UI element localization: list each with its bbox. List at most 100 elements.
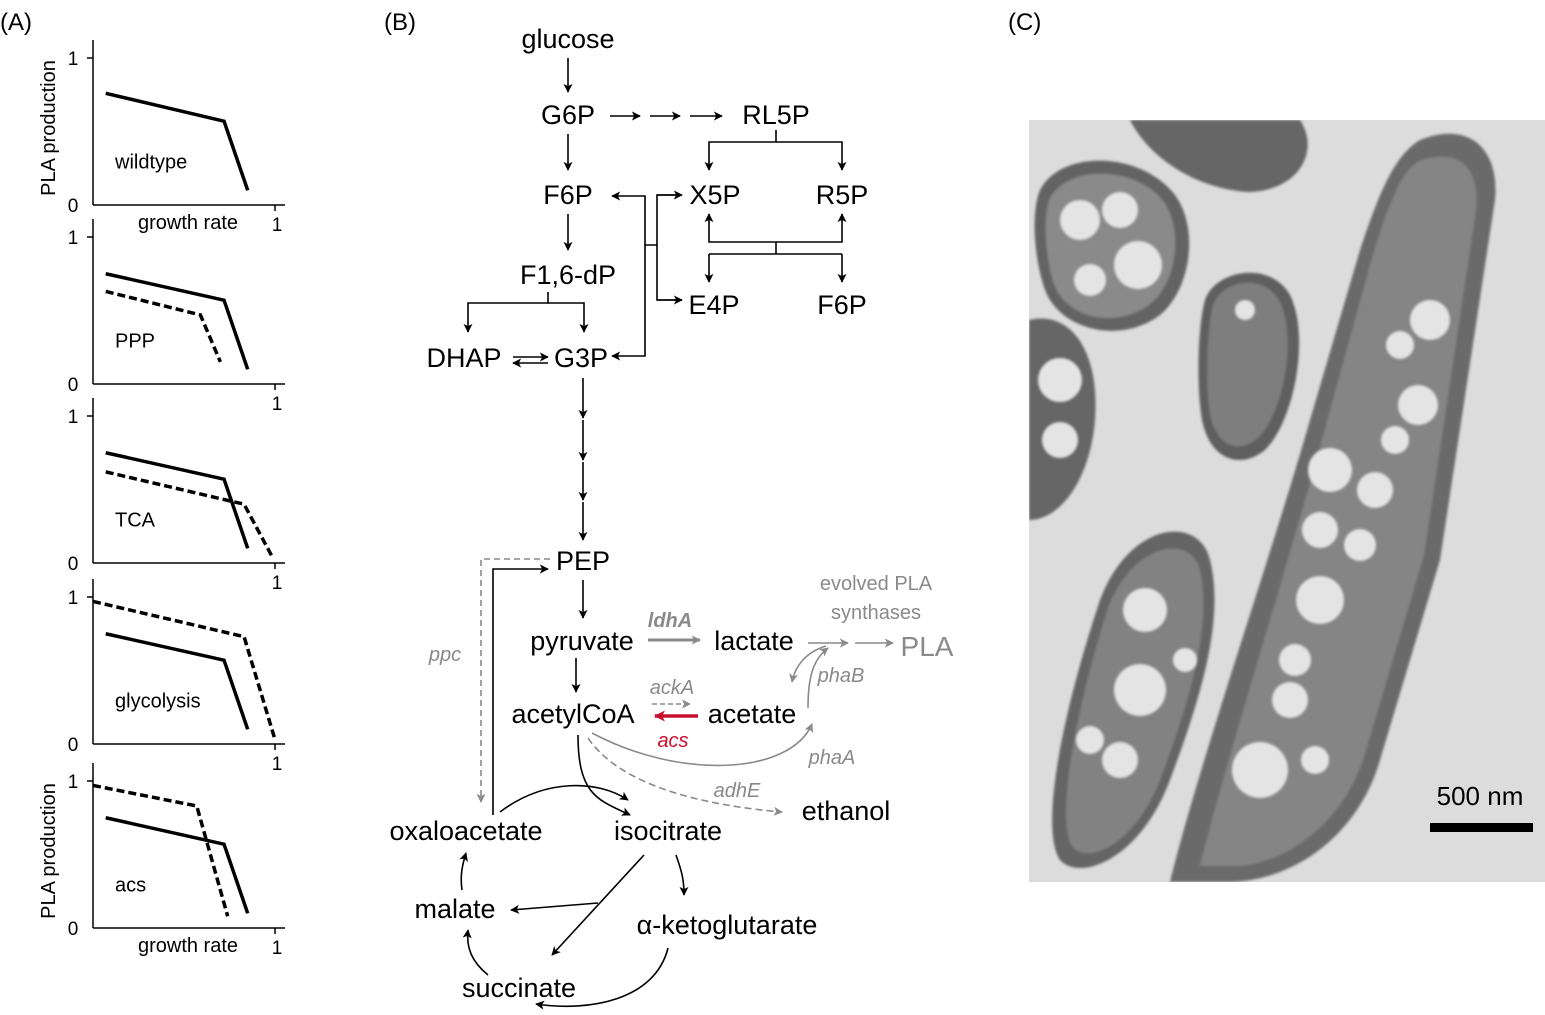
node-e4p: E4P [688,290,739,320]
evolved-pla-label-line1: evolved PLA [820,573,933,595]
arrow-acetate-phab [807,647,829,709]
node-succinate: succinate [462,973,576,1003]
scale-bar-label: 500 nm [1437,781,1524,811]
panel-b-label: (B) [384,9,416,36]
evolved-pla-label-line2: synthases [831,602,921,624]
node-r5p: R5P [816,180,869,210]
bacterial-cell-middle-inner [1207,282,1288,447]
panel-a-label: (A) [0,9,32,36]
gene-phab: phaB [817,665,865,687]
node-alpha-ketoglutarate: α-ketoglutarate [637,910,818,940]
arrow-akg-succinate [535,947,669,1010]
panel-c-label: (C) [1008,9,1041,36]
node-acetylcoa: acetylCoA [511,699,634,729]
node-f6p: F6P [543,180,593,210]
x-axis-label: growth rate [138,212,238,234]
y-tick-label: 1 [68,407,79,428]
x-tick-label: 1 [272,215,283,236]
node-g3p: G3P [554,343,608,373]
arrow-phaa [591,723,813,767]
y-tick-label: 1 [68,772,79,793]
node-f16dp: F1,6-dP [520,260,616,290]
y-tick-label: 0 [68,196,79,217]
x-tick-label: 1 [272,394,283,415]
y-axis-label: PLA production [38,60,60,196]
arrow-ppp-to-g3p [611,245,646,361]
arrow-isocitrate-malate [510,902,599,914]
x-tick-label: 1 [272,573,283,594]
arrow-ppc [476,558,550,803]
arrow-rl5p-r5p [776,141,847,171]
transketolase-bracket [656,194,682,301]
arrow-oaa-isocitrate [499,784,629,813]
node-lactate: lactate [714,626,794,656]
node-pep: PEP [556,546,610,576]
y-tick-label: 1 [68,588,79,609]
y-tick-label: 1 [68,49,79,70]
inclusion-granules [1038,192,1450,798]
series-solid-line [105,272,250,370]
tem-micrograph: 500 nm [1029,120,1545,882]
x-tick-label: 1 [272,938,283,959]
node-g6p: G6P [541,100,595,130]
node-acetate: acetate [708,699,797,729]
panel-condition-label: TCA [115,509,156,531]
node-malate: malate [414,894,495,924]
gene-ldha: ldhA [648,610,692,632]
arrow-join-x5p [704,213,777,254]
arrow-phab-return [789,645,827,683]
node-isocitrate: isocitrate [614,816,722,846]
node-x5p: X5P [689,180,740,210]
gene-phaa: phaA [808,747,856,769]
series-solid-line [105,91,250,191]
panel-condition-label: wildtype [114,151,187,173]
gene-adhe: adhE [714,780,761,802]
y-tick-label: 1 [68,228,79,249]
y-tick-label: 0 [68,375,79,396]
y-tick-label: 0 [68,735,79,756]
bacterial-cell-top [1130,120,1308,192]
series-solid-line [105,816,250,914]
arrow-f16dp-dhap [463,292,549,333]
series-dashed-line [92,599,277,741]
gene-acka: ackA [650,677,694,699]
arrow-isocitrate-succinate [551,854,645,956]
y-axis-label: PLA production [38,783,60,919]
arrow-malate-oaa [459,852,468,891]
node-rl5p: RL5P [742,100,810,130]
arrow-f16dp-g3p [548,302,589,333]
node-pyruvate: pyruvate [530,626,634,656]
arrow-oaa-pep [492,564,549,815]
arrow-rl5p-x5p [704,130,777,171]
gray-arrows [476,558,894,816]
node-pla: PLA [901,631,954,662]
arrow-acetylcoa-isocitrate [577,734,631,816]
node-dhap: DHAP [426,343,501,373]
panel-condition-label: PPP [115,330,155,352]
panel-condition-label: acs [115,874,146,896]
x-tick-label: 1 [272,754,283,775]
arrow-succinate-malate [462,929,489,976]
x-axis-label: growth rate [138,935,238,957]
series-solid-line [105,451,250,549]
arrow-join-r5p [776,213,847,243]
node-glucose: glucose [521,24,614,54]
node-oxaloacetate: oxaloacetate [389,816,542,846]
gene-ppc: ppc [428,644,461,666]
node-ethanol: ethanol [802,796,891,826]
arrow-ppp-to-f6p [611,191,657,246]
gene-acs: acs [657,730,688,752]
pathway-diagram: glucose G6P RL5P F6P X5P R5P F1,6-dP E4P… [389,24,954,1010]
y-tick-label: 0 [68,554,79,575]
node-f6p-ppp: F6P [817,290,867,320]
series-dashed-line [92,783,230,917]
pathway-arrows [459,58,847,1010]
panel-condition-label: glycolysis [115,690,201,712]
scale-bar [1430,823,1533,832]
arrow-isocitrate-akg [675,854,689,896]
series-dashed-line [105,289,223,363]
series-solid-line [105,632,250,730]
series-dashed-line [105,470,275,560]
